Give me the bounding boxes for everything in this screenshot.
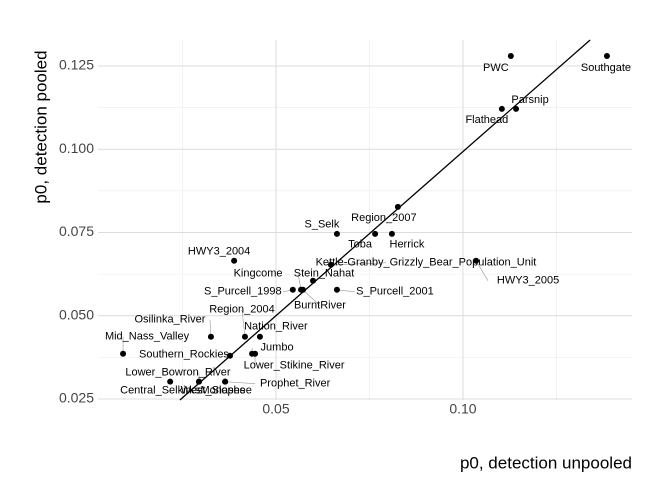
point-label: BurntRiver	[294, 300, 346, 312]
point	[120, 350, 127, 357]
point-label: Southern_Rockies	[139, 349, 229, 361]
point-label: Stein_Nahat	[294, 268, 355, 280]
point	[498, 105, 505, 112]
point	[256, 333, 263, 340]
point	[603, 52, 610, 59]
point-label: Jumbo	[261, 342, 294, 354]
point	[231, 257, 238, 264]
point-label: Region_2004	[209, 304, 274, 316]
point	[333, 230, 340, 237]
point-label: PWC	[483, 62, 509, 74]
point	[241, 333, 248, 340]
point-label: HWY3_2004	[188, 246, 250, 258]
point	[372, 230, 379, 237]
point	[507, 52, 514, 59]
x-tick-label: 0.05	[262, 401, 289, 417]
point-label: S_Selk	[305, 219, 340, 231]
label-leader	[225, 381, 256, 384]
point	[299, 286, 306, 293]
point-label: Lower_Bowron_River	[125, 367, 230, 379]
point-label: Kettle-Granby_Grizzly_Bear_Population_Un…	[316, 257, 537, 269]
label-leader	[241, 309, 246, 337]
label-leader	[336, 289, 355, 293]
point	[289, 286, 296, 293]
point	[167, 378, 174, 385]
point-label: S_Purcell_2001	[356, 286, 434, 298]
y-tick-label: 0.100	[59, 140, 94, 156]
point	[473, 257, 480, 264]
point-label: Kingcome	[234, 268, 283, 280]
label-leader	[330, 262, 386, 266]
point-label: Osilinka_River	[134, 314, 205, 326]
point-label: HWY3_2005	[497, 275, 559, 287]
point-label: Mid_Nass_Valley	[105, 331, 190, 343]
x-axis-title: p0, detection unpooled	[460, 453, 632, 472]
y-tick-label: 0.075	[59, 223, 94, 239]
point	[252, 350, 259, 357]
y-tick-label: 0.125	[59, 57, 94, 73]
x-tick-label: 0.10	[449, 401, 476, 417]
point-label: Lower_Stikine_River	[244, 360, 345, 372]
point	[327, 261, 334, 268]
y-axis-title: p0, detection pooled	[31, 50, 50, 203]
label-leader	[302, 289, 321, 306]
label-leader	[475, 260, 489, 281]
point	[222, 378, 229, 385]
y-tick-label: 0.050	[59, 306, 94, 322]
point-label: Region_2007	[351, 212, 416, 224]
point	[227, 352, 234, 359]
point	[310, 277, 317, 284]
point-label: Toba	[348, 239, 373, 251]
point-label: Nation_River	[244, 321, 308, 333]
fit-line	[179, 39, 591, 401]
point-label: Central_Selkirks	[120, 385, 201, 397]
point-label: S_Purcell_1998	[204, 286, 282, 298]
point-label: Parsnip	[511, 94, 548, 106]
point-label: Southgate	[581, 62, 631, 74]
point	[333, 286, 340, 293]
y-tick-label: 0.025	[59, 390, 94, 406]
point-label: Prophet_River	[260, 378, 331, 390]
point	[388, 230, 395, 237]
point-label: Herrick	[390, 239, 425, 251]
point-label: Flathead	[465, 114, 508, 126]
point	[513, 105, 520, 112]
point	[394, 203, 401, 210]
point	[207, 333, 214, 340]
point	[195, 378, 202, 385]
point-label: West_Slopes	[181, 385, 246, 397]
point-label: Monashee	[200, 385, 251, 397]
